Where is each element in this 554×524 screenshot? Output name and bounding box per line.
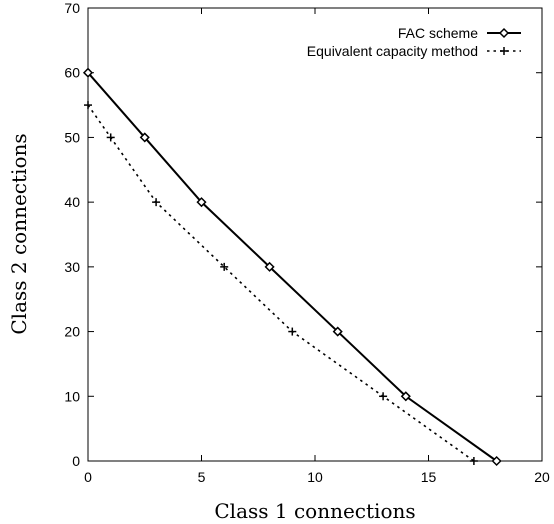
legend: FAC scheme Equivalent capacity method (307, 25, 521, 59)
y-tick-label: 60 (64, 65, 80, 81)
y-tick-label: 50 (64, 129, 80, 145)
x-tick-label: 5 (198, 469, 206, 485)
series-2-point (379, 392, 388, 401)
y-tick-label: 0 (72, 453, 80, 469)
legend-marker-1 (498, 27, 510, 39)
series-2-point (84, 101, 92, 110)
y-tick-label: 20 (64, 324, 80, 340)
y-tick-label: 30 (64, 259, 80, 275)
y-axis-title: Class 2 connections (7, 133, 31, 334)
series-layer (82, 67, 502, 467)
series-2-point (220, 262, 229, 271)
series-line-2 (87, 104, 475, 462)
axis-ticks (87, 7, 543, 462)
series-1-point (139, 132, 150, 143)
series-2-point (288, 327, 297, 336)
y-tick-label: 10 (64, 388, 80, 404)
series-1-point (82, 67, 94, 78)
legend-marker-2 (500, 47, 508, 55)
y-tick-label: 70 (64, 0, 80, 16)
series-1-point (332, 326, 343, 337)
series-1-point (196, 197, 207, 208)
plot-area-frame (87, 7, 543, 462)
x-tick-label: 20 (534, 469, 550, 485)
y-tick-label: 40 (64, 194, 80, 210)
series-line-1 (87, 72, 498, 462)
x-tick-label: 10 (307, 469, 323, 485)
series-2-point (106, 133, 115, 142)
legend-label-1: FAC scheme (398, 25, 478, 41)
x-tick-label: 0 (84, 469, 92, 485)
legend-label-2: Equivalent capacity method (307, 43, 478, 59)
x-axis-title: Class 1 connections (214, 499, 415, 523)
series-1-point (491, 455, 502, 467)
axis-tick-labels: 0 5 10 15 20 0 10 20 30 40 50 60 70 (64, 0, 550, 485)
series-1-point (264, 261, 275, 272)
x-tick-label: 15 (421, 469, 437, 485)
series-2-point (152, 198, 161, 207)
series-2-point (469, 457, 478, 465)
series-1-point (400, 391, 411, 402)
